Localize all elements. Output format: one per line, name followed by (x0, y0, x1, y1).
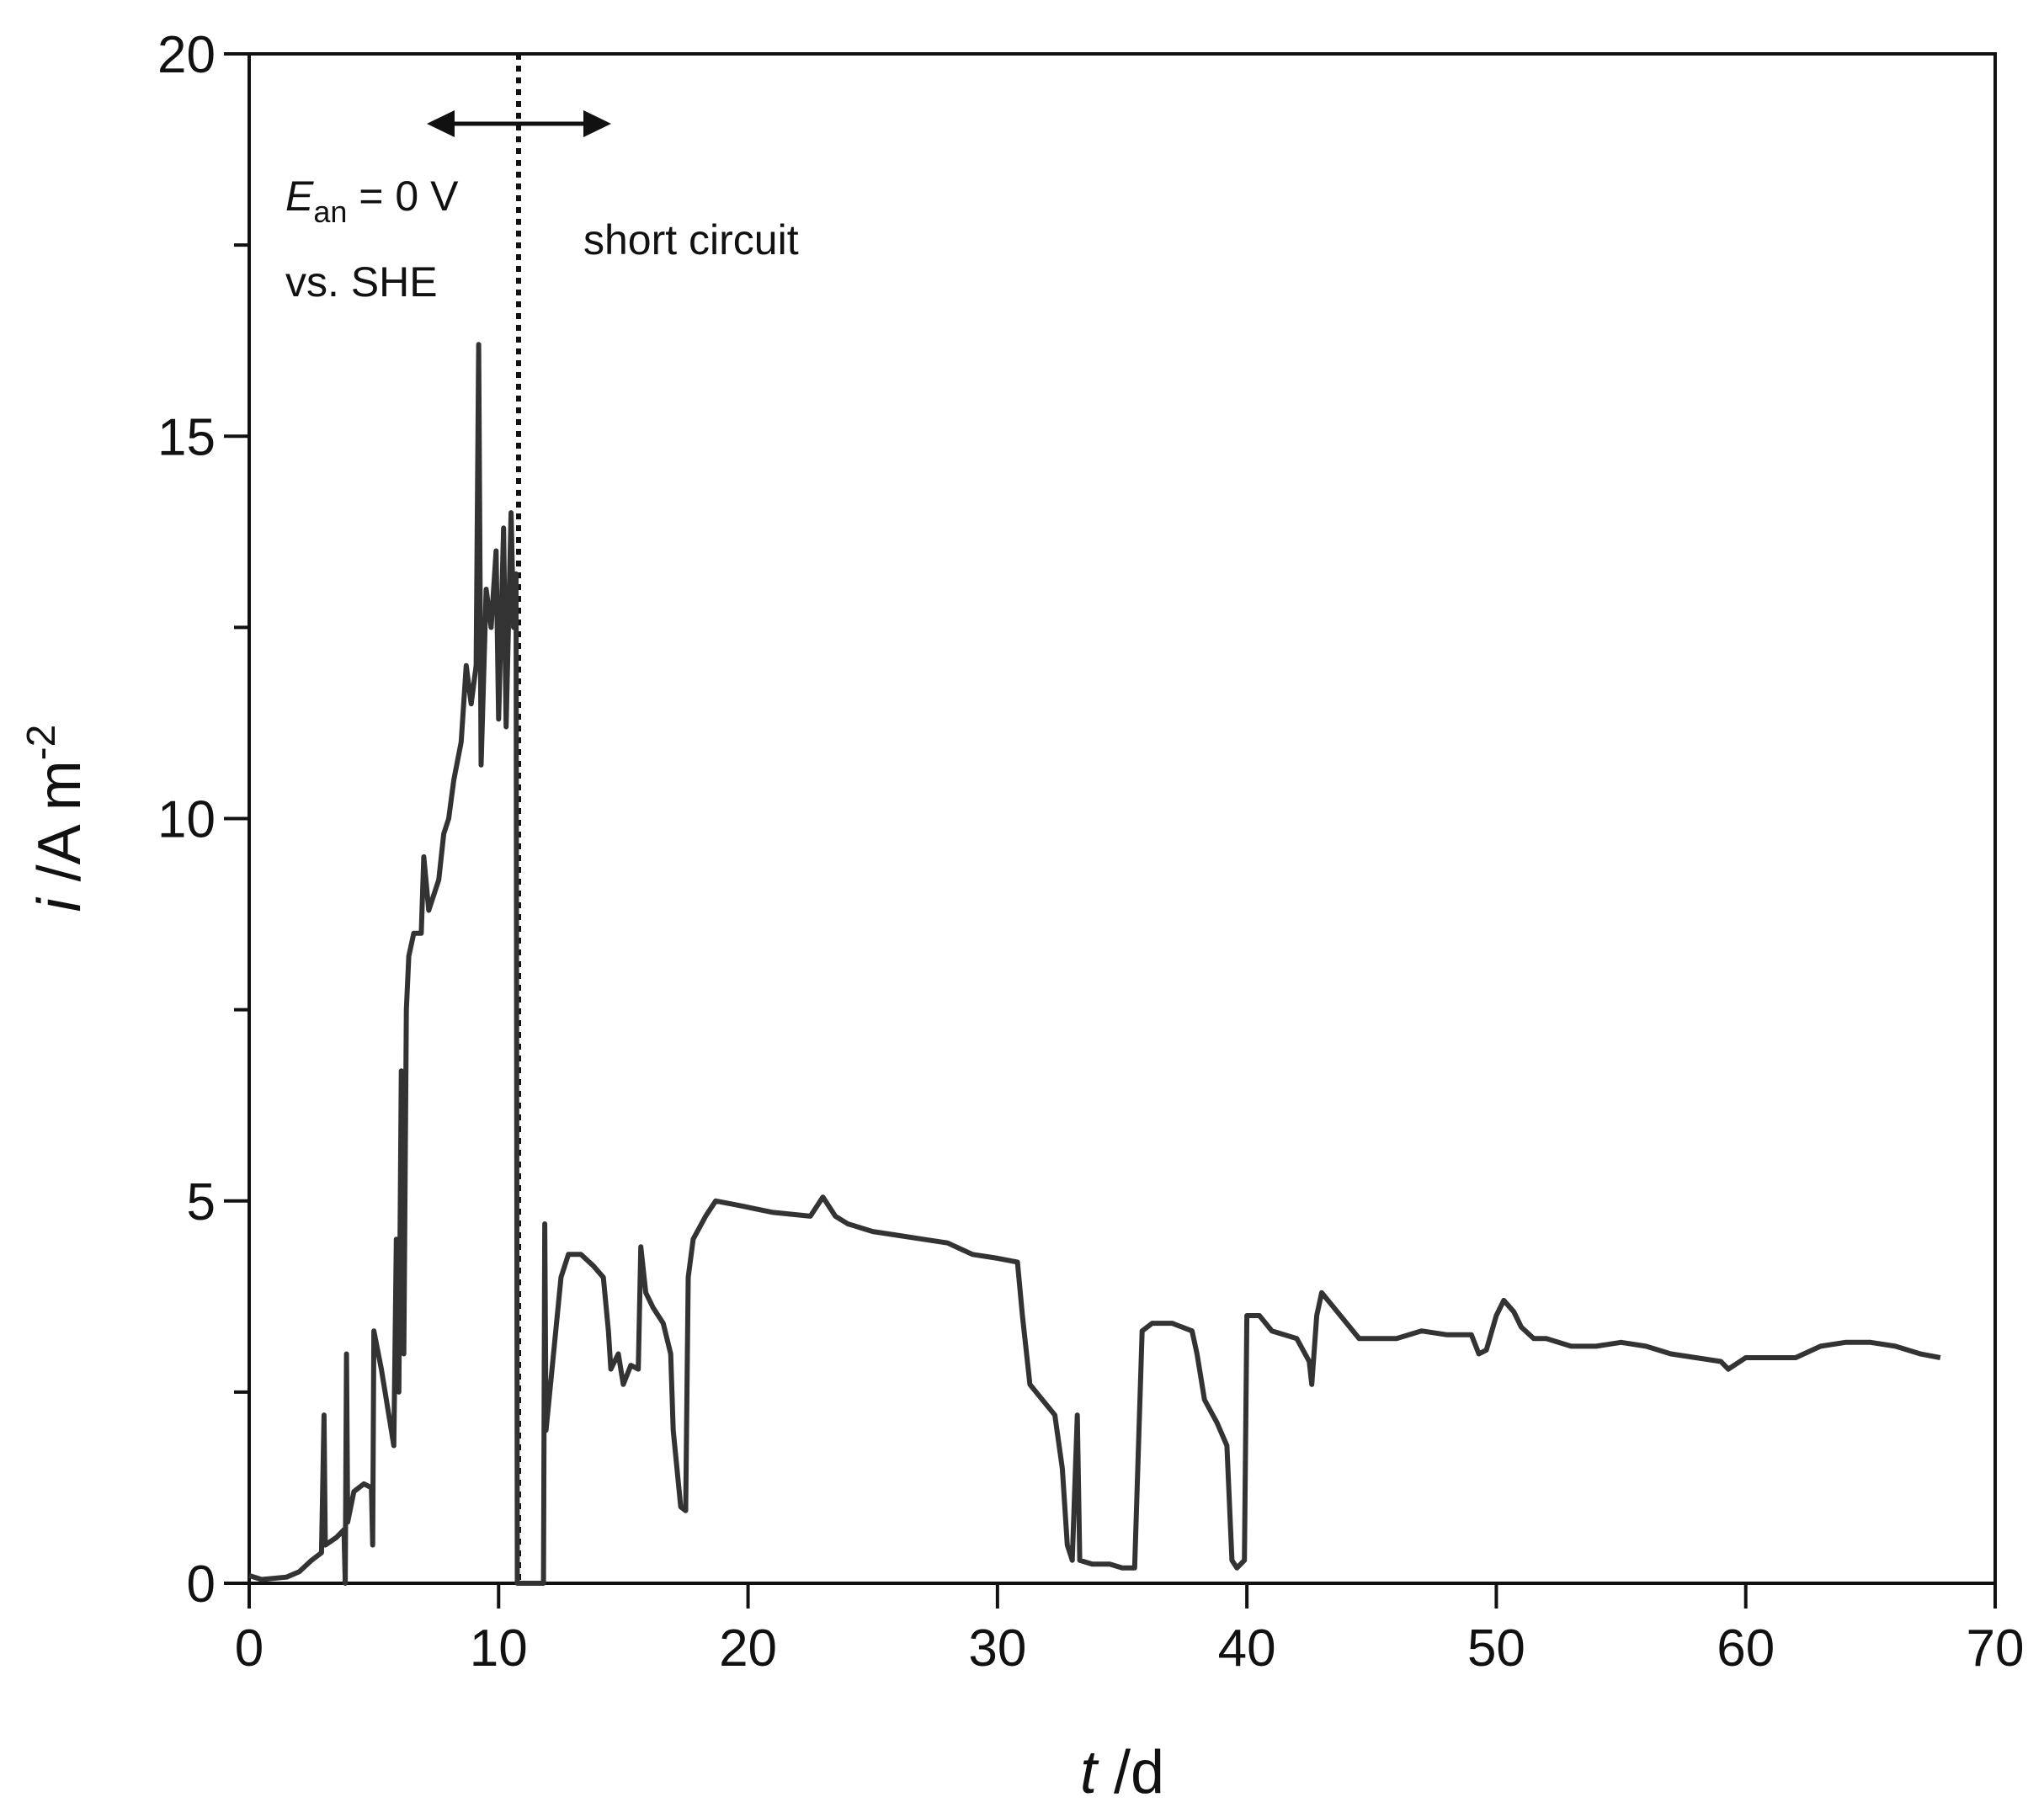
y-tick-label: 5 (187, 1173, 216, 1231)
annotation-symbol: E (285, 173, 314, 220)
y-tick-label: 15 (157, 408, 216, 466)
y-axis-label: i /A m-2 (19, 725, 93, 912)
annotation-potential: Ean = 0 V (285, 173, 459, 229)
y-tick-label: 20 (157, 26, 216, 84)
x-axis-label: t /d (1080, 1739, 1164, 1806)
x-tick-label: 50 (1467, 1619, 1525, 1678)
x-symbol: t (1080, 1739, 1099, 1806)
y-symbol: i (26, 896, 93, 912)
plot-frame (248, 52, 1997, 1585)
x-tick-label: 60 (1717, 1619, 1775, 1678)
x-tick-label: 20 (719, 1619, 777, 1678)
annotation-subscript: an (313, 194, 347, 229)
x-unit: /d (1097, 1739, 1164, 1806)
x-tick-label: 0 (235, 1619, 263, 1678)
annotation-reference: vs. SHE (285, 258, 438, 306)
x-tick-label: 10 (470, 1619, 528, 1678)
y-tick-label: 10 (157, 791, 216, 849)
y-unit: /A m (26, 760, 93, 898)
y-exponent: -2 (19, 725, 64, 761)
x-tick-label: 40 (1218, 1619, 1276, 1678)
annotation-short-circuit: short circuit (583, 216, 799, 263)
annotation-text: = 0 V (347, 173, 459, 220)
arrow-head-right (583, 110, 611, 137)
data-line (248, 342, 1941, 1586)
y-tick-label: 0 (187, 1555, 216, 1614)
arrow-head-left (427, 110, 455, 137)
x-tick-label: 70 (1967, 1619, 2025, 1678)
x-tick-label: 30 (968, 1619, 1026, 1678)
